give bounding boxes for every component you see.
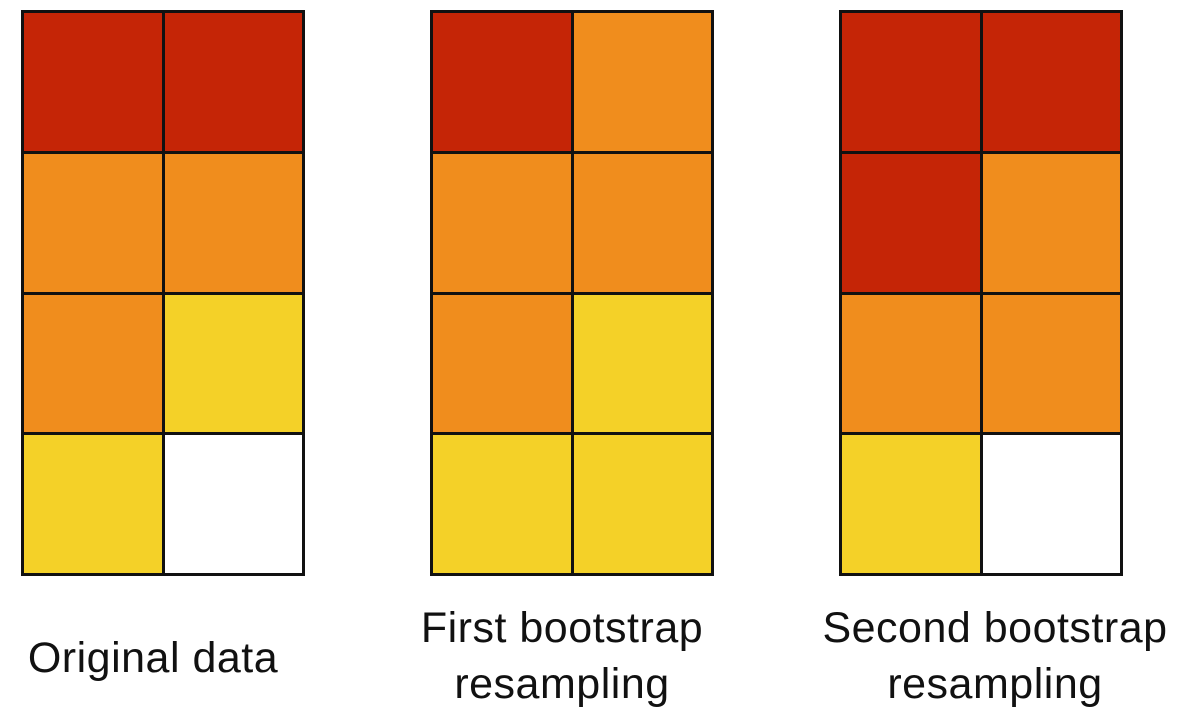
caption-first-bootstrap: First bootstrap resampling: [372, 600, 752, 712]
caption-line: Original data: [27, 634, 279, 682]
caption-line: resampling: [887, 660, 1103, 708]
orange-cell: [24, 153, 162, 292]
yellow-cell: [573, 435, 711, 573]
orange-cell: [164, 153, 302, 292]
red-cell: [24, 13, 162, 151]
orange-cell: [24, 294, 162, 433]
caption-line: resampling: [454, 660, 670, 708]
orange-cell: [433, 294, 571, 433]
caption-line: First bootstrap: [420, 604, 704, 652]
red-cell: [842, 13, 980, 151]
orange-cell: [842, 294, 980, 433]
orange-cell: [982, 294, 1120, 433]
red-cell: [164, 13, 302, 151]
red-cell: [433, 13, 571, 151]
orange-cell: [982, 153, 1120, 292]
original-data-grid: [21, 10, 305, 576]
red-cell: [842, 153, 980, 292]
caption-original-data: Original data: [0, 630, 343, 686]
yellow-cell: [24, 435, 162, 573]
red-cell: [982, 13, 1120, 151]
second-bootstrap-grid: [839, 10, 1123, 576]
caption-second-bootstrap: Second bootstrap resampling: [805, 600, 1185, 712]
white-cell: [982, 435, 1120, 573]
orange-cell: [573, 13, 711, 151]
caption-line: Second bootstrap: [822, 604, 1168, 652]
yellow-cell: [573, 294, 711, 433]
yellow-cell: [164, 294, 302, 433]
orange-cell: [573, 153, 711, 292]
first-bootstrap-grid: [430, 10, 714, 576]
yellow-cell: [842, 435, 980, 573]
orange-cell: [433, 153, 571, 292]
white-cell: [164, 435, 302, 573]
yellow-cell: [433, 435, 571, 573]
